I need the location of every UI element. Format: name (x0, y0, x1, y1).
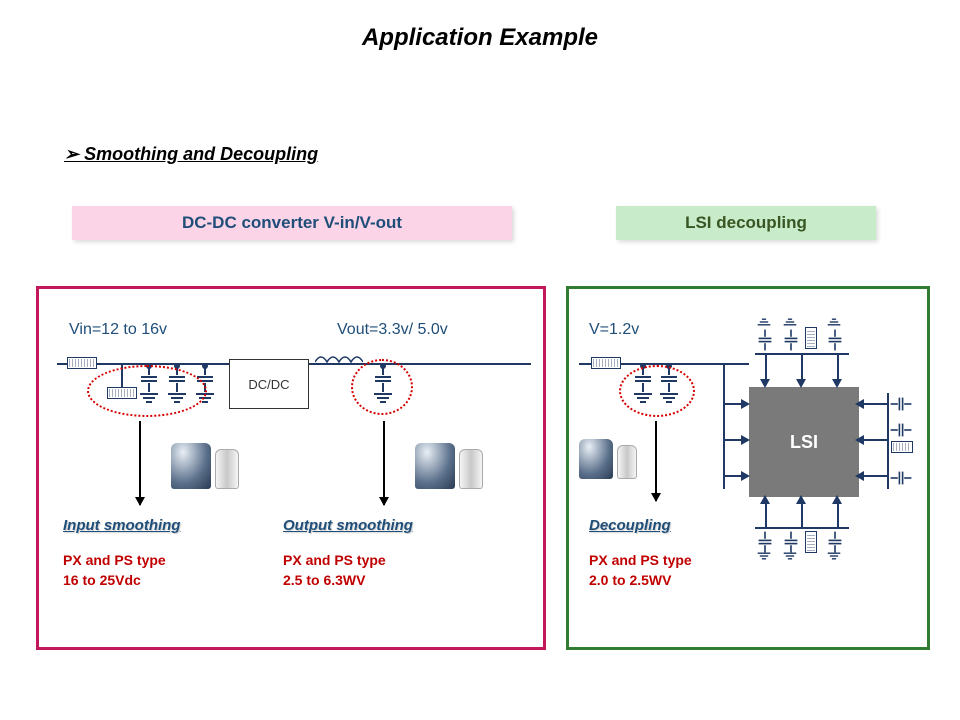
lsi-arrow (655, 421, 657, 501)
lsi-bot-cap (785, 532, 798, 553)
output-smoothing-title: Output smoothing (283, 517, 413, 534)
line (755, 527, 849, 529)
input-smoothing-spec: PX and PS type 16 to 25Vdc (63, 551, 166, 590)
vin-label: Vin=12 to 16v (69, 321, 167, 339)
lsi-block: LSI (749, 387, 859, 497)
lsi-top-cap (759, 330, 772, 351)
lsi-right-cap (891, 398, 912, 411)
output-smoothing-spec: PX and PS type 2.5 to 6.3WV (283, 551, 386, 590)
banner-dcdc: DC-DC converter V-in/V-out (72, 206, 512, 240)
line (863, 439, 887, 441)
line (765, 353, 767, 379)
input-capacitor-photo (171, 439, 241, 497)
arrow-icon (760, 379, 770, 388)
arrow-icon (741, 399, 750, 409)
gnd (784, 553, 797, 560)
arrow-icon (796, 495, 806, 504)
line (801, 503, 803, 527)
lsi-top-cap (785, 330, 798, 351)
gnd (758, 553, 771, 560)
line (765, 503, 767, 527)
spec-line2: 16 to 25Vdc (63, 572, 141, 588)
lsi-capacitor-photo (579, 437, 639, 487)
output-capacitor-photo (415, 439, 485, 497)
line (837, 503, 839, 527)
lsi-right-res (891, 441, 913, 453)
spec-line1: PX and PS type (283, 552, 386, 568)
line (723, 363, 725, 489)
spec-line1: PX and PS type (589, 552, 692, 568)
input-smoothing-title: Input smoothing (63, 517, 180, 534)
lsi-right-cap (891, 424, 912, 437)
lsi-top-cap (829, 330, 842, 351)
gnd (758, 319, 771, 326)
decoupling-title: Decoupling (589, 517, 671, 534)
banner-lsi: LSI decoupling (616, 206, 876, 240)
line (887, 393, 889, 489)
input-highlight-ellipse (87, 365, 207, 417)
spec-line1: PX and PS type (63, 552, 166, 568)
line (723, 403, 743, 405)
lsi-bot-res (805, 531, 817, 553)
arrow-icon (855, 471, 864, 481)
panel-lsi: V=1.2v Decoupling PX and PS type 2.0 to … (566, 286, 930, 650)
gnd (828, 319, 841, 326)
arrow-icon (855, 399, 864, 409)
gnd (784, 319, 797, 326)
section-heading: Smoothing and Decoupling (64, 144, 318, 165)
vlsi-label: V=1.2v (589, 321, 639, 339)
dcdc-block: DC/DC (229, 359, 309, 409)
lsi-bot-cap (829, 532, 842, 553)
line (837, 353, 839, 379)
vout-label: Vout=3.3v/ 5.0v (337, 321, 448, 339)
arrow-icon (760, 495, 770, 504)
panel-dcdc: Vin=12 to 16v Vout=3.3v/ 5.0v DC/DC Inpu… (36, 286, 546, 650)
arrow-icon (796, 379, 806, 388)
input-resistor (67, 357, 97, 369)
arrow-icon (741, 471, 750, 481)
line (863, 403, 887, 405)
spec-line2: 2.0 to 2.5WV (589, 572, 671, 588)
input-arrow (139, 421, 141, 505)
page-title: Application Example (0, 24, 960, 52)
lsi-bot-cap (759, 532, 772, 553)
line (723, 439, 743, 441)
lsi-input-resistor (591, 357, 621, 369)
arrow-icon (832, 379, 842, 388)
arrow-icon (832, 495, 842, 504)
lsi-right-cap (891, 472, 912, 485)
lsi-highlight-ellipse (619, 365, 695, 417)
lsi-top-res (805, 327, 817, 349)
arrow-icon (855, 435, 864, 445)
decoupling-spec: PX and PS type 2.0 to 2.5WV (589, 551, 692, 590)
line (723, 475, 743, 477)
output-arrow (383, 421, 385, 505)
line (801, 353, 803, 379)
spec-line2: 2.5 to 6.3WV (283, 572, 365, 588)
gnd (828, 553, 841, 560)
output-highlight-ellipse (351, 359, 413, 415)
arrow-icon (741, 435, 750, 445)
inductor-icon (315, 355, 363, 369)
line (863, 475, 887, 477)
